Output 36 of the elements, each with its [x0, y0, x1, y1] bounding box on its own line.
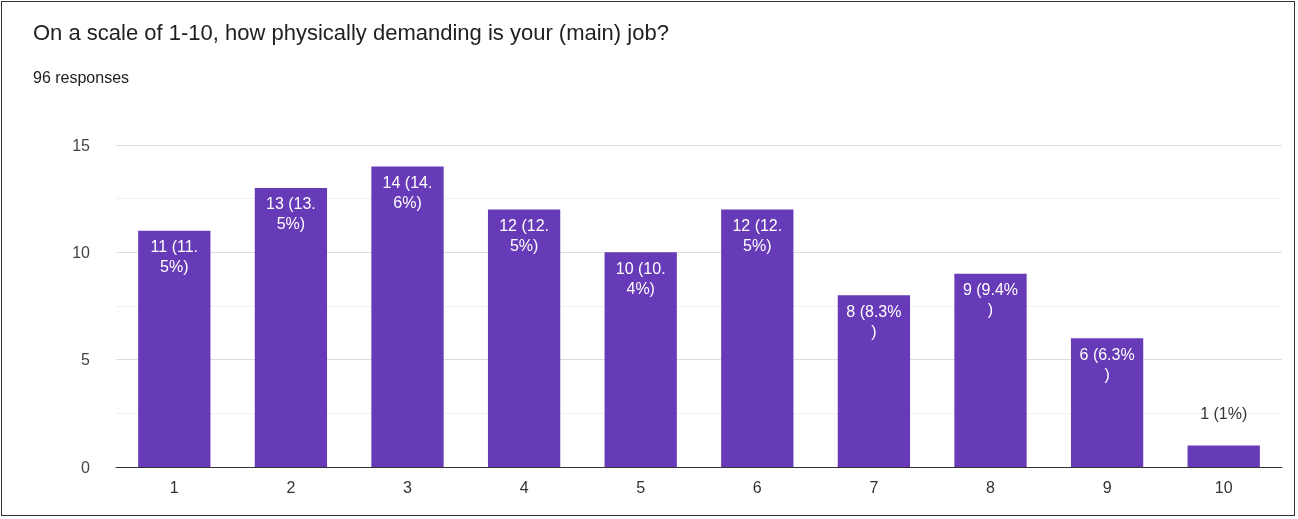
- chart-subtitle: 96 responses: [33, 68, 130, 86]
- data-label: 1 (1%): [1200, 405, 1248, 423]
- bar: [371, 166, 444, 467]
- y-tick-label: 15: [72, 136, 91, 154]
- data-label: 10 (10.4%): [615, 259, 666, 297]
- y-tick-label: 0: [81, 458, 91, 476]
- chart-title: On a scale of 1-10, how physically demanding is your (main) job?: [33, 19, 669, 45]
- x-tick-label: 4: [519, 478, 529, 496]
- data-label: 13 (13.5%): [265, 195, 316, 233]
- x-tick-label: 2: [286, 478, 296, 496]
- data-label: 6 (6.3%): [1079, 345, 1135, 383]
- data-label: 11 (11.5%): [150, 238, 199, 276]
- x-tick-label: 6: [752, 478, 762, 496]
- bar: [1070, 338, 1144, 467]
- y-tick-label: 5: [81, 351, 91, 369]
- x-tick-label: 7: [869, 478, 879, 496]
- x-tick-label: 8: [986, 478, 996, 496]
- data-label: 12 (12.5%): [732, 216, 783, 254]
- y-tick-label: 10: [72, 243, 91, 261]
- x-tick-label: 9: [1102, 478, 1112, 496]
- data-label: 14 (14.6%): [382, 173, 433, 211]
- data-label: 8 (8.3%): [846, 302, 902, 340]
- bar: [721, 209, 794, 467]
- bar: [254, 187, 328, 467]
- bar: [487, 209, 561, 467]
- data-label: 12 (12.5%): [499, 216, 550, 254]
- bar: [138, 230, 211, 467]
- bar: [1187, 445, 1260, 467]
- x-tick-label: 3: [403, 478, 413, 496]
- data-label: 9 (9.4%): [962, 281, 1019, 319]
- bar: [604, 252, 677, 467]
- x-tick-label: 5: [636, 478, 646, 496]
- x-tick-label: 10: [1214, 478, 1233, 496]
- x-tick-label: 1: [169, 478, 179, 496]
- bar: [837, 295, 911, 467]
- bar: [954, 273, 1027, 467]
